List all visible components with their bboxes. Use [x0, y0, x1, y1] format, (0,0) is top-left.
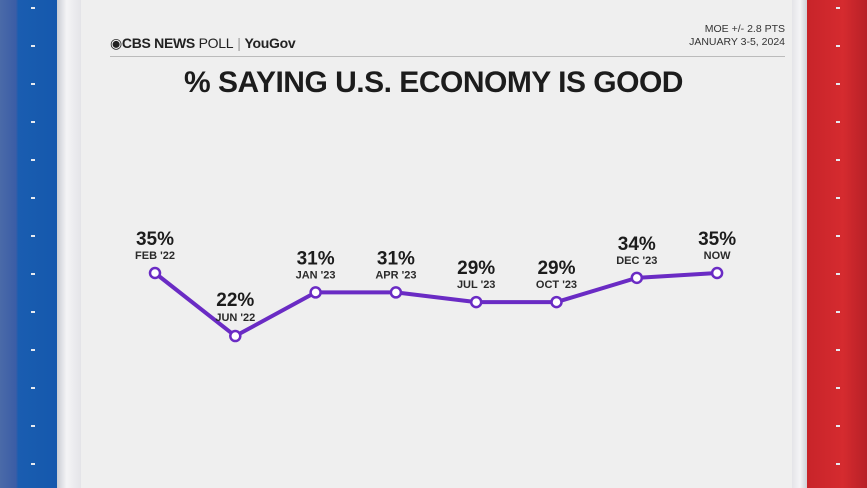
- data-label: 35%: [698, 229, 736, 250]
- data-point: [148, 266, 162, 280]
- data-label: 31%: [297, 248, 335, 269]
- stripe-mark: [836, 7, 840, 9]
- brand-name: CBS NEWS: [121, 35, 195, 51]
- data-point: [229, 329, 242, 343]
- stripe-mark: [836, 425, 840, 427]
- stripe-mark: [836, 349, 840, 351]
- right-frame: [792, 0, 808, 488]
- left-frame: [57, 0, 81, 488]
- stripe-mark: [31, 273, 35, 275]
- stripe-mark: [836, 273, 840, 275]
- margin-of-error: MOE +/- 2.8 PTS: [704, 23, 785, 35]
- category-label: NOW: [704, 250, 732, 262]
- data-point: [710, 266, 724, 280]
- category-label: JUL '23: [457, 279, 496, 291]
- partner-logo: YouGov: [244, 35, 296, 51]
- category-label: JAN '23: [296, 269, 336, 281]
- chart-panel: [81, 0, 792, 488]
- stripe-mark: [836, 45, 840, 47]
- category-label: FEB '22: [135, 250, 175, 262]
- data-label: 35%: [136, 229, 174, 250]
- poll-label: POLL: [198, 35, 234, 51]
- stripe-mark: [836, 121, 840, 123]
- data-label: 34%: [618, 234, 656, 255]
- red-side-stripe: [807, 0, 867, 488]
- stripe-mark: [31, 45, 35, 47]
- stripe-mark: [31, 463, 35, 465]
- data-label: 29%: [537, 258, 575, 279]
- stripe-mark: [836, 235, 840, 237]
- stripe-mark: [31, 387, 35, 389]
- stripe-mark: [31, 83, 35, 85]
- series-line: [153, 271, 718, 339]
- stripe-mark: [31, 425, 35, 427]
- stripe-mark: [836, 387, 840, 389]
- stripe-mark: [836, 159, 840, 161]
- data-point: [630, 271, 644, 285]
- stripe-mark: [31, 197, 35, 199]
- blue-side-stripe: [0, 0, 57, 488]
- data-point: [469, 295, 483, 309]
- stripe-mark: [836, 311, 840, 313]
- category-label: DEC '23: [616, 255, 657, 267]
- stripe-mark: [31, 7, 35, 9]
- header-rule: [110, 56, 785, 57]
- category-label: OCT '23: [536, 279, 577, 291]
- chart-title: % SAYING U.S. ECONOMY IS GOOD: [184, 66, 683, 99]
- data-label: 31%: [377, 248, 415, 269]
- stripe-mark: [836, 197, 840, 199]
- stripe-mark: [31, 311, 35, 313]
- data-point: [389, 286, 403, 299]
- poll-dates: JANUARY 3-5, 2024: [689, 36, 785, 48]
- category-label: APR '23: [375, 269, 416, 281]
- stripe-mark: [31, 235, 35, 237]
- poll-info: MOE +/- 2.8 PTS JANUARY 3-5, 2024: [689, 23, 785, 49]
- data-point: [309, 286, 322, 299]
- cbs-eye-icon: ◉: [110, 35, 122, 51]
- stripe-mark: [836, 463, 840, 465]
- category-label: JUN '22: [215, 312, 255, 324]
- data-label: 22%: [216, 290, 254, 311]
- stripe-mark: [31, 121, 35, 123]
- stripe-mark: [31, 349, 35, 351]
- data-point: [550, 295, 563, 309]
- stripe-mark: [31, 159, 35, 161]
- data-label: 29%: [457, 258, 495, 279]
- stripe-mark: [836, 83, 840, 85]
- brand-header: ◉CBS NEWS POLL | YouGov: [110, 35, 296, 51]
